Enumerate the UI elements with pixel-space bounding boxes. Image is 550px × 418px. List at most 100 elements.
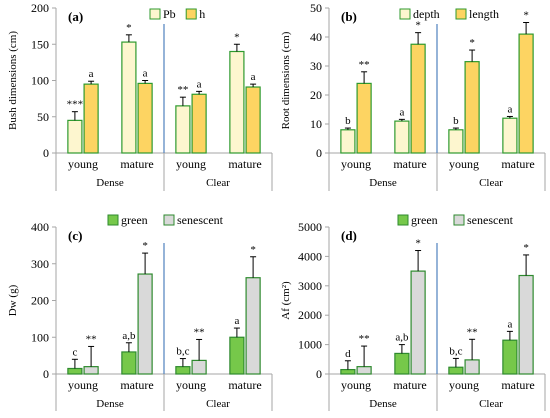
data-label: b (453, 115, 459, 127)
data-label: a (507, 103, 512, 115)
y-tick-label: 200 (31, 1, 49, 15)
group-label: Dense (369, 398, 397, 410)
y-axis-title: Af (cm²) (280, 281, 292, 320)
bar (356, 82, 372, 154)
bar (518, 274, 534, 375)
legend-label: senescent (467, 213, 514, 227)
data-label: * (523, 10, 529, 22)
x-tick-label: young (341, 157, 371, 171)
data-label: a,b (122, 330, 136, 342)
panel-label: (d) (341, 228, 357, 243)
data-label: * (469, 37, 475, 49)
group-label: Dense (96, 177, 124, 189)
x-tick-label: young (341, 378, 371, 392)
data-label: ** (194, 326, 205, 338)
panel-label: (b) (341, 9, 357, 24)
data-label: b,c (449, 345, 462, 357)
bar (67, 367, 83, 375)
data-label: c (72, 346, 77, 358)
legend-label: h (199, 7, 205, 21)
legend-label: length (469, 7, 499, 21)
bar (137, 273, 153, 375)
x-tick-label: mature (501, 378, 534, 392)
y-tick-label: 0 (43, 146, 49, 160)
data-label: * (523, 242, 529, 254)
x-tick-label: mature (501, 157, 534, 171)
legend-swatch (453, 214, 465, 226)
group-label: Clear (206, 398, 230, 410)
y-tick-label: 300 (31, 257, 49, 271)
bar (175, 366, 191, 375)
y-tick-label: 200 (31, 294, 49, 308)
legend-swatch (163, 214, 175, 226)
bar (83, 83, 99, 154)
y-tick-label: 3000 (298, 279, 322, 293)
y-tick-label: 0 (43, 367, 49, 381)
bar (191, 93, 207, 154)
y-tick-label: 40 (310, 30, 322, 44)
y-tick-label: 0 (316, 367, 322, 381)
legend-label: depth (413, 7, 440, 21)
data-label: * (142, 240, 148, 252)
x-tick-label: young (176, 157, 206, 171)
legend-swatch (399, 8, 411, 20)
data-label: ** (467, 326, 478, 338)
panel-label: (a) (68, 9, 83, 24)
group-label: Dense (369, 177, 397, 189)
y-tick-label: 5000 (298, 220, 322, 234)
data-label: * (126, 22, 132, 34)
data-label: b (345, 115, 351, 127)
bar (410, 270, 426, 375)
bar (340, 129, 356, 154)
data-label: a (251, 71, 256, 83)
legend-label: green (121, 213, 148, 227)
data-label: ** (86, 333, 97, 345)
x-tick-label: young (68, 157, 98, 171)
y-tick-label: 0 (316, 146, 322, 160)
bar (448, 366, 464, 375)
x-tick-label: young (68, 378, 98, 392)
bar (137, 82, 153, 154)
bar (229, 50, 245, 154)
legend-swatch (455, 8, 467, 20)
data-label: a (399, 106, 404, 118)
data-label: b,c (176, 346, 189, 358)
bar (410, 43, 426, 154)
data-label: a (197, 78, 202, 90)
x-tick-label: mature (393, 157, 426, 171)
bar (229, 336, 245, 375)
y-tick-label: 10 (310, 117, 322, 131)
x-tick-label: mature (228, 157, 261, 171)
data-label: * (415, 238, 421, 250)
bar (394, 120, 410, 154)
legend-swatch (149, 8, 161, 20)
panel-label: (c) (68, 228, 82, 243)
x-tick-label: mature (120, 378, 153, 392)
bar (356, 366, 372, 375)
data-label: ** (359, 333, 370, 345)
legend-swatch (107, 214, 119, 226)
bar (191, 359, 207, 375)
data-label: a (143, 68, 148, 80)
legend-label: senescent (177, 213, 224, 227)
bar (245, 277, 261, 375)
data-label: a (507, 318, 512, 330)
y-tick-label: 400 (31, 220, 49, 234)
y-tick-label: 1000 (298, 338, 322, 352)
data-label: * (415, 20, 421, 32)
y-tick-label: 150 (31, 37, 49, 51)
y-tick-label: 100 (31, 330, 49, 344)
legend-label: green (411, 213, 438, 227)
group-label: Dense (96, 398, 124, 410)
bar (464, 61, 480, 154)
group-label: Clear (479, 398, 503, 410)
bar (121, 351, 137, 375)
y-axis-title: Dw (g) (7, 284, 19, 316)
data-label: a (234, 315, 239, 327)
y-axis-title: Bush dimensions (cm) (7, 31, 19, 130)
bar (448, 129, 464, 154)
y-tick-label: 2000 (298, 308, 322, 322)
y-tick-label: 4000 (298, 249, 322, 263)
y-tick-label: 50 (37, 110, 49, 124)
